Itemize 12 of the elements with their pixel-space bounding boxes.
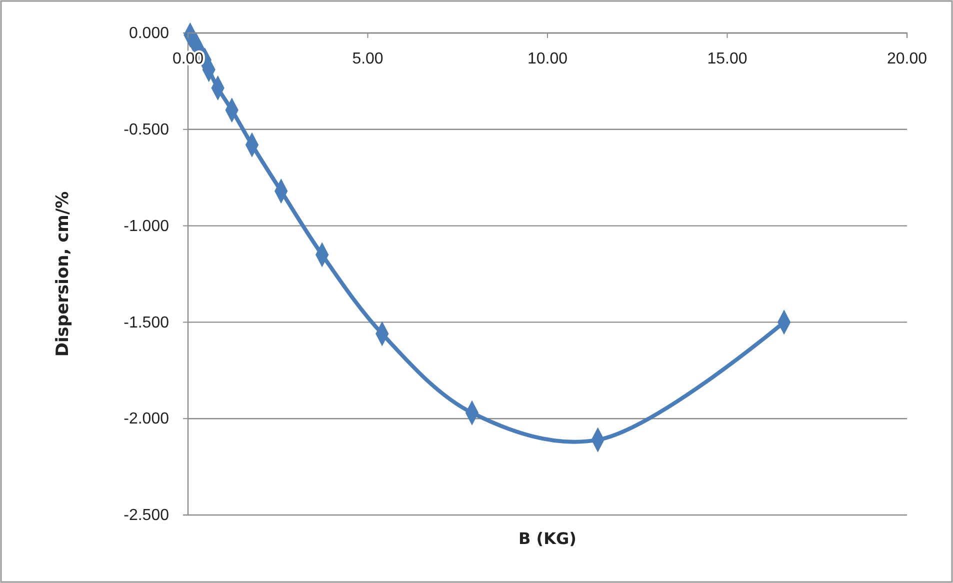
x-tick-label: 10.00	[527, 50, 568, 68]
x-tick-label: 15.00	[707, 50, 748, 68]
x-axis-title: B (KG)	[518, 529, 576, 548]
y-axis-title: Dispersion, cm/%	[53, 191, 73, 357]
y-tick-label: -0.500	[124, 122, 170, 139]
y-tick-label: -1.500	[124, 314, 170, 332]
x-tick-label: 20.00	[886, 50, 928, 68]
y-tick-label: -1.000	[124, 218, 170, 235]
y-tick-label: -2.500	[124, 507, 170, 524]
x-tick-label: 5.00	[352, 50, 384, 68]
y-tick-label: 0.000	[128, 25, 170, 42]
y-tick-label: -2.000	[124, 410, 170, 428]
